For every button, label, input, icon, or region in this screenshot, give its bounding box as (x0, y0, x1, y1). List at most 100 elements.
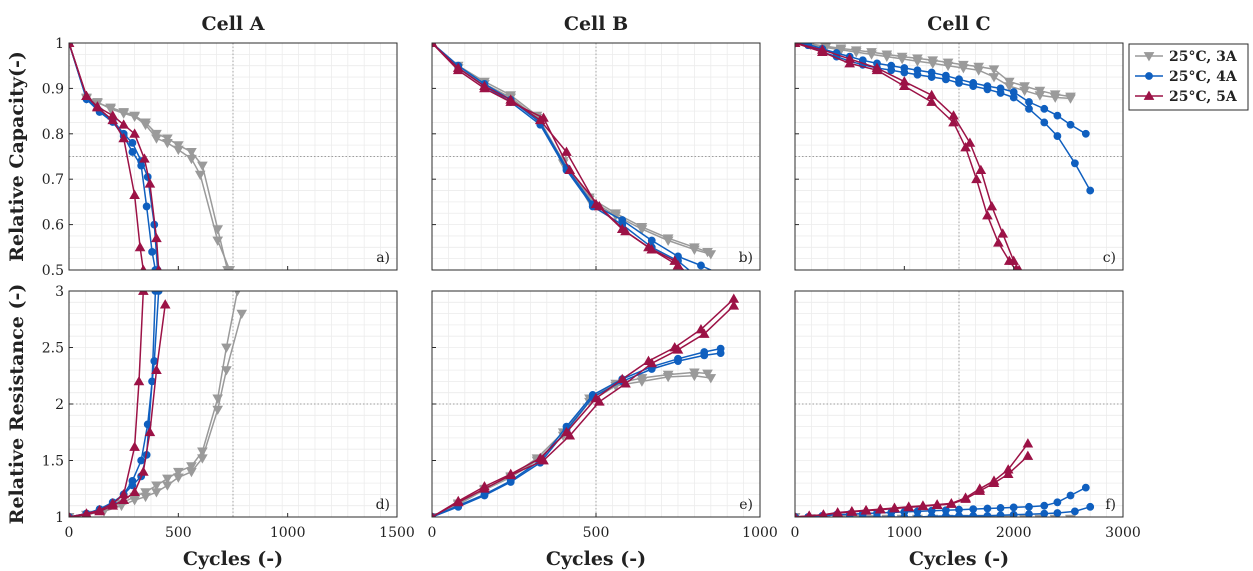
data-point (118, 119, 129, 129)
data-point (691, 271, 698, 278)
panel-title: Cell B (564, 13, 628, 35)
major-grid (795, 43, 1123, 270)
data-point (151, 481, 162, 491)
data-point (926, 96, 937, 106)
series-group (795, 43, 1095, 270)
data-point (1081, 483, 1090, 492)
data-point (186, 154, 197, 165)
panel-2: b) Cell B (431, 13, 761, 278)
panel-label: b) (739, 250, 753, 266)
data-point (1040, 501, 1049, 510)
x-tick-label: 0 (428, 525, 437, 541)
data-point (564, 164, 576, 175)
data-point (705, 250, 717, 260)
y-tick-label: 1 (55, 510, 64, 526)
data-point (1019, 86, 1030, 97)
x-axis-label: Cycles (-) (909, 548, 1009, 570)
data-point (716, 349, 725, 358)
data-point (646, 244, 658, 254)
data-point (1070, 159, 1079, 168)
panel-title: Cell C (927, 13, 990, 35)
data-point (480, 491, 489, 500)
data-point (224, 266, 236, 270)
data-point (896, 54, 908, 65)
major-grid (69, 291, 397, 517)
data-point (941, 506, 950, 515)
data-point (1070, 507, 1079, 516)
data-point (672, 344, 684, 354)
data-point (1081, 129, 1090, 138)
data-point (1049, 93, 1061, 103)
data-point (129, 128, 140, 138)
y-tick-label: 0.5 (42, 263, 64, 279)
data-point (479, 483, 490, 493)
legend: 25°C, 3A 25°C, 4A 25°C, 5A (1128, 43, 1249, 111)
y-tick-label: 0.6 (42, 218, 64, 234)
panel-5: 0 500 1000 e) Cycles (-) (428, 290, 778, 570)
panel-label: d) (376, 497, 390, 513)
major-grid (795, 291, 1123, 517)
data-point (997, 228, 1009, 238)
data-point (889, 503, 900, 513)
data-point (946, 498, 957, 508)
legend-entry: 25°C, 5A (1135, 89, 1238, 105)
data-point (138, 291, 149, 295)
data-point (162, 138, 173, 149)
axes-frame (794, 290, 1124, 518)
series-line (795, 43, 1091, 191)
series-line (432, 352, 721, 517)
data-point (860, 505, 872, 515)
data-point (689, 371, 700, 382)
data-point (129, 486, 140, 497)
data-point (69, 511, 73, 517)
data-point (795, 511, 799, 517)
data-point (1022, 450, 1034, 460)
data-point (973, 66, 984, 76)
x-axis-label: Cycles (-) (183, 548, 283, 570)
data-point (871, 64, 883, 75)
data-point (1086, 186, 1095, 195)
y-tick-label: 3 (55, 284, 64, 300)
data-point (452, 496, 464, 507)
data-point (927, 73, 936, 81)
data-point (700, 351, 709, 360)
series-line (432, 43, 713, 270)
data-point (139, 153, 150, 163)
panel-4: 0 500 1000 1500 1 1.5 2 2.5 3 d) Cycles (-) Relativ… (6, 284, 415, 570)
ticks (431, 42, 761, 271)
data-point (142, 202, 151, 211)
data-point (151, 232, 162, 243)
data-point (913, 70, 922, 79)
data-point (128, 138, 137, 147)
series-line (795, 506, 1091, 517)
panel-1: 0.5 0.6 0.7 0.8 0.9 1 a) Cell A Relative Capacit… (6, 13, 398, 279)
data-point (881, 52, 893, 63)
data-point (983, 85, 992, 94)
data-point (988, 65, 1000, 75)
major-grid (432, 43, 760, 270)
data-point (159, 299, 171, 309)
series-group (69, 43, 236, 270)
data-point (151, 364, 162, 375)
data-point (1034, 86, 1046, 97)
data-point (697, 261, 705, 270)
data-point (866, 50, 877, 60)
series-6 (432, 300, 740, 517)
ticks (794, 42, 1124, 271)
data-point (92, 102, 103, 112)
data-point (140, 488, 151, 498)
data-point (561, 146, 572, 156)
data-point (702, 369, 713, 379)
data-point (134, 241, 146, 252)
y-tick-label: 1.5 (42, 454, 64, 470)
data-point (148, 247, 156, 256)
data-point (1053, 132, 1062, 140)
data-point (1003, 255, 1015, 265)
series-group (432, 43, 717, 278)
data-point (129, 189, 140, 199)
data-point (129, 112, 140, 122)
data-point (137, 456, 146, 465)
series-6 (69, 43, 147, 270)
data-point (144, 426, 156, 437)
data-point (974, 485, 986, 495)
